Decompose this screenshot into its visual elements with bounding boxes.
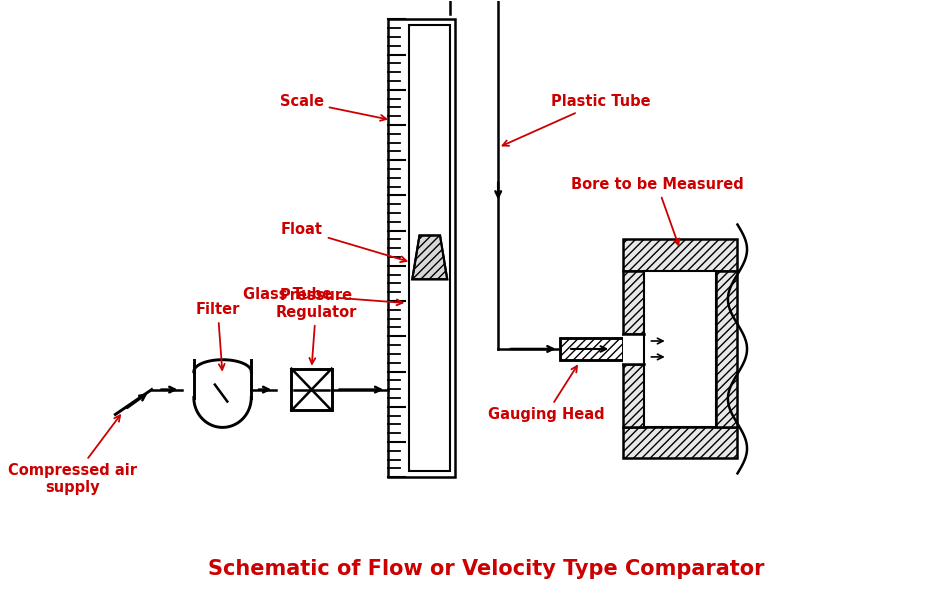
Polygon shape — [412, 235, 446, 280]
Text: Compressed air
supply: Compressed air supply — [7, 415, 137, 495]
Bar — [409, 25, 450, 471]
Text: Schematic of Flow or Velocity Type Comparator: Schematic of Flow or Velocity Type Compa… — [208, 558, 764, 579]
Bar — [622, 240, 737, 271]
Bar — [388, 19, 455, 477]
Text: Gauging Head: Gauging Head — [488, 366, 604, 422]
Bar — [643, 271, 716, 427]
Bar — [560, 338, 622, 360]
Bar — [291, 369, 331, 411]
Bar — [622, 364, 643, 427]
Bar — [716, 271, 737, 427]
Text: Pressure
Regulator: Pressure Regulator — [275, 288, 357, 364]
Text: Filter: Filter — [196, 302, 240, 370]
Bar — [622, 271, 643, 334]
Bar — [560, 338, 622, 360]
Bar — [622, 427, 737, 458]
Text: Glass Tube: Glass Tube — [242, 287, 402, 305]
Text: Plastic Tube: Plastic Tube — [502, 94, 650, 146]
Bar — [622, 334, 643, 364]
Text: Scale: Scale — [280, 94, 386, 121]
Text: Float: Float — [281, 222, 406, 262]
Text: Bore to be Measured: Bore to be Measured — [570, 177, 742, 245]
